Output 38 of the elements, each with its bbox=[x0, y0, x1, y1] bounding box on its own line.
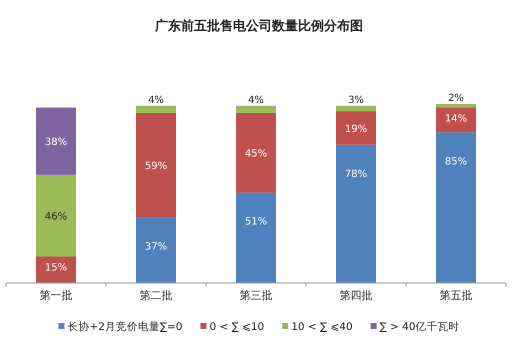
bar bbox=[336, 106, 376, 112]
bar bbox=[136, 217, 176, 283]
data-label: 15% bbox=[44, 262, 68, 274]
data-label: 4% bbox=[148, 94, 164, 106]
bar bbox=[336, 144, 376, 283]
legend-label: ∑ > 40亿千瓦时 bbox=[380, 320, 460, 333]
data-label: 14% bbox=[444, 114, 468, 125]
x-tick-label: 第五批 bbox=[440, 289, 472, 302]
data-label: 46% bbox=[44, 212, 68, 223]
bar bbox=[236, 106, 276, 113]
bar bbox=[436, 132, 476, 283]
bar bbox=[436, 108, 476, 132]
chart-title: 广东前五批售电公司数量比例分布图 bbox=[154, 18, 363, 34]
legend-label: 0 < ∑ ⩽10 bbox=[209, 321, 264, 333]
data-label: 37% bbox=[144, 241, 168, 252]
data-label: 2% bbox=[448, 93, 464, 104]
data-label: 4% bbox=[248, 94, 264, 106]
data-label: 59% bbox=[144, 161, 168, 172]
data-label: 3% bbox=[348, 94, 364, 106]
data-label: 38% bbox=[44, 137, 68, 148]
bar bbox=[136, 112, 176, 218]
data-label: 19% bbox=[344, 124, 368, 135]
data-label: 51% bbox=[244, 216, 268, 228]
data-label: 45% bbox=[244, 148, 268, 160]
x-tick-label: 第三批 bbox=[240, 289, 272, 302]
bar bbox=[436, 104, 476, 108]
bar bbox=[236, 112, 276, 193]
x-tick-label: 第一批 bbox=[40, 289, 72, 302]
data-label: 85% bbox=[444, 156, 468, 168]
legend-label: 长协+2月竞价电量∑=0 bbox=[67, 320, 182, 333]
bar bbox=[36, 256, 76, 283]
x-tick-label: 第四批 bbox=[340, 289, 372, 302]
legend-label: 10 < ∑ ⩽40 bbox=[291, 321, 353, 333]
bar bbox=[236, 192, 276, 283]
data-label: 78% bbox=[344, 168, 368, 180]
bar bbox=[136, 106, 176, 113]
x-tick-label: 第二批 bbox=[140, 289, 172, 302]
bar bbox=[336, 111, 376, 145]
